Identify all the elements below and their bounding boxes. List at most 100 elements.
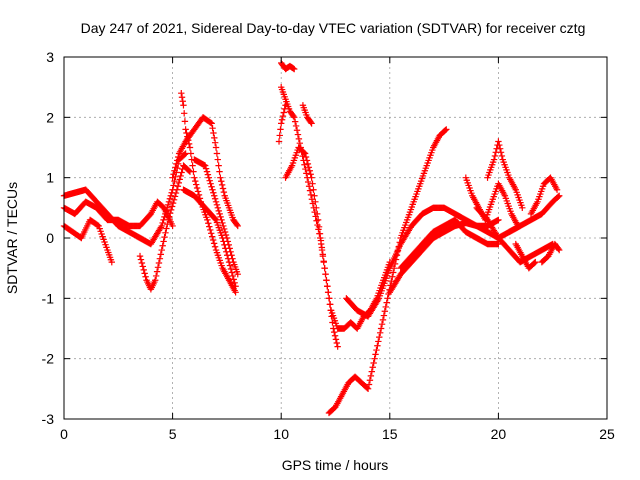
data-point <box>186 144 194 151</box>
series-arc-i <box>278 59 298 73</box>
data-point <box>317 237 325 244</box>
series-arc-d <box>136 162 194 293</box>
data-point <box>219 219 226 227</box>
data-point <box>142 273 149 280</box>
data-point <box>334 343 341 350</box>
data-point <box>185 140 193 148</box>
data-point <box>498 152 506 160</box>
data-point <box>556 246 563 254</box>
data-point <box>374 296 382 304</box>
data-point <box>203 168 211 175</box>
data-point <box>332 336 340 343</box>
data-point <box>376 329 384 337</box>
data-point <box>204 171 212 178</box>
data-point <box>207 226 214 234</box>
data-point <box>192 177 199 185</box>
data-point <box>325 289 332 296</box>
data-point <box>157 251 165 258</box>
data-point <box>169 222 176 230</box>
data-point <box>320 258 327 265</box>
data-point <box>229 272 236 280</box>
series-arc-c <box>60 198 176 230</box>
data-point <box>140 266 147 274</box>
data-point <box>307 171 314 178</box>
data-point <box>306 167 313 174</box>
data-point <box>219 185 227 192</box>
data-point <box>180 102 187 109</box>
data-point <box>306 187 314 194</box>
data-point <box>383 299 390 306</box>
data-point <box>161 233 168 241</box>
data-point <box>324 283 331 290</box>
x-tick-label: 5 <box>169 426 177 442</box>
data-point <box>497 149 505 156</box>
data-point <box>378 320 386 328</box>
data-point <box>314 216 322 224</box>
y-tick-label: 3 <box>46 49 54 65</box>
data-point <box>519 204 526 212</box>
data-point <box>152 277 159 284</box>
data-point <box>183 129 190 137</box>
data-point <box>331 332 339 339</box>
data-point <box>190 168 197 175</box>
data-point <box>304 160 312 168</box>
data-point <box>379 316 387 324</box>
data-point <box>226 262 234 269</box>
data-point <box>370 359 377 367</box>
data-point <box>323 277 330 284</box>
data-point <box>193 184 201 192</box>
data-point <box>207 180 214 187</box>
data-point <box>195 191 203 199</box>
data-point <box>319 251 326 258</box>
data-point <box>178 169 185 176</box>
x-tick-label: 10 <box>273 426 289 442</box>
data-point <box>372 351 379 358</box>
data-point <box>187 150 195 157</box>
data-point <box>206 223 213 230</box>
series-arc-u <box>506 192 563 236</box>
data-point <box>227 248 234 255</box>
data-point <box>220 188 228 196</box>
data-point <box>496 141 503 149</box>
data-point <box>168 203 176 210</box>
data-point <box>158 246 165 254</box>
data-point <box>152 272 160 280</box>
data-point <box>215 207 222 215</box>
data-point <box>164 221 171 228</box>
data-point <box>229 255 236 262</box>
series-arc-t <box>473 204 556 266</box>
data-point <box>279 112 287 120</box>
data-point <box>185 137 192 144</box>
data-point <box>216 210 223 218</box>
data-point <box>165 198 173 205</box>
data-point <box>313 210 321 218</box>
data-point <box>310 186 317 193</box>
data-point <box>292 122 300 130</box>
data-point <box>162 229 169 237</box>
data-point <box>305 183 313 190</box>
data-point <box>293 127 301 134</box>
data-point <box>225 241 232 249</box>
data-point <box>233 221 241 228</box>
data-point <box>185 167 193 174</box>
data-point <box>295 135 303 143</box>
data-point <box>313 217 320 224</box>
data-point <box>202 165 210 172</box>
data-point <box>442 127 449 134</box>
data-point <box>217 174 224 181</box>
data-point <box>304 178 312 186</box>
data-point <box>160 238 167 245</box>
ticks-layer: 0 5 10 15 20 25 -3 -2 -1 0 1 2 3 <box>42 49 615 442</box>
data-point <box>308 120 315 127</box>
data-point <box>322 271 329 278</box>
data-point <box>389 273 396 280</box>
data-point <box>201 162 209 169</box>
data-point <box>318 244 326 251</box>
series-arc-s <box>484 138 526 212</box>
data-point <box>170 171 177 178</box>
data-point <box>327 301 334 308</box>
data-point <box>291 65 298 73</box>
data-point <box>214 204 222 212</box>
data-point <box>303 170 310 177</box>
